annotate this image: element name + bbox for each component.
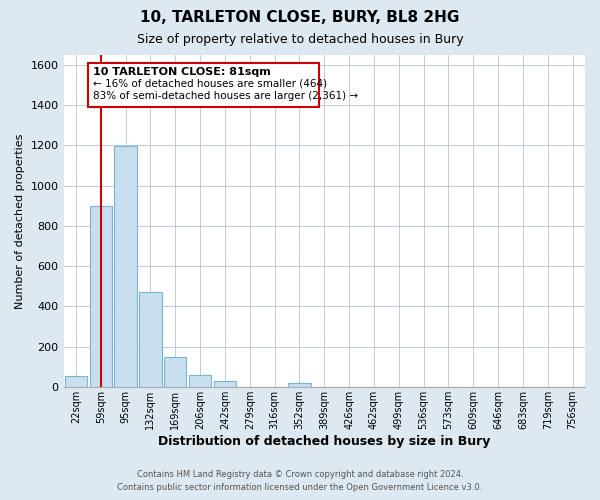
Text: Size of property relative to detached houses in Bury: Size of property relative to detached ho… — [137, 32, 463, 46]
Bar — [164, 356, 187, 387]
Bar — [115, 146, 137, 387]
Text: 10 TARLETON CLOSE: 81sqm: 10 TARLETON CLOSE: 81sqm — [94, 66, 271, 76]
Bar — [139, 292, 161, 387]
Text: 83% of semi-detached houses are larger (2,361) →: 83% of semi-detached houses are larger (… — [94, 91, 358, 101]
Bar — [288, 383, 311, 387]
X-axis label: Distribution of detached houses by size in Bury: Distribution of detached houses by size … — [158, 434, 490, 448]
Bar — [214, 381, 236, 387]
Text: 10, TARLETON CLOSE, BURY, BL8 2HG: 10, TARLETON CLOSE, BURY, BL8 2HG — [140, 10, 460, 25]
Text: ← 16% of detached houses are smaller (464): ← 16% of detached houses are smaller (46… — [94, 78, 328, 88]
Text: Contains HM Land Registry data © Crown copyright and database right 2024.
Contai: Contains HM Land Registry data © Crown c… — [118, 470, 482, 492]
Bar — [88, 63, 319, 108]
Bar — [65, 376, 87, 387]
Bar — [189, 374, 211, 387]
Bar — [89, 206, 112, 387]
Y-axis label: Number of detached properties: Number of detached properties — [15, 133, 25, 308]
